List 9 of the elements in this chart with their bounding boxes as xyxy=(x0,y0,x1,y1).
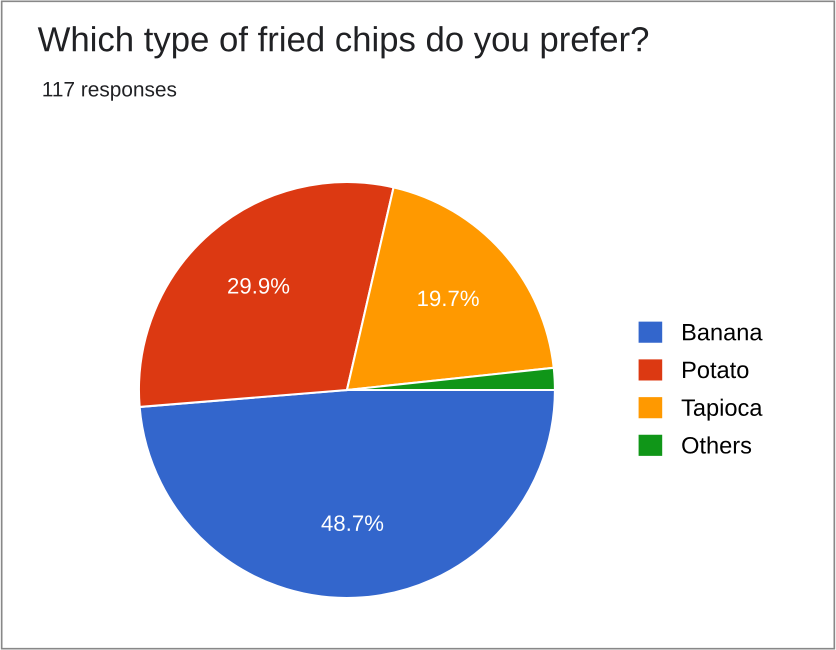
data-label: 19.7% xyxy=(418,290,479,306)
legend-label: Banana xyxy=(683,324,762,341)
legend-label: Others xyxy=(682,436,752,454)
data-label: 48.7% xyxy=(321,515,384,532)
chart-title: Which type of fried chips do you prefer? xyxy=(38,26,648,58)
chart-subtitle: 117 responses xyxy=(43,82,176,101)
data-label: 29.9% xyxy=(228,278,290,294)
legend-label: Potato xyxy=(683,362,748,378)
legend-label: Tapioca xyxy=(682,398,762,421)
